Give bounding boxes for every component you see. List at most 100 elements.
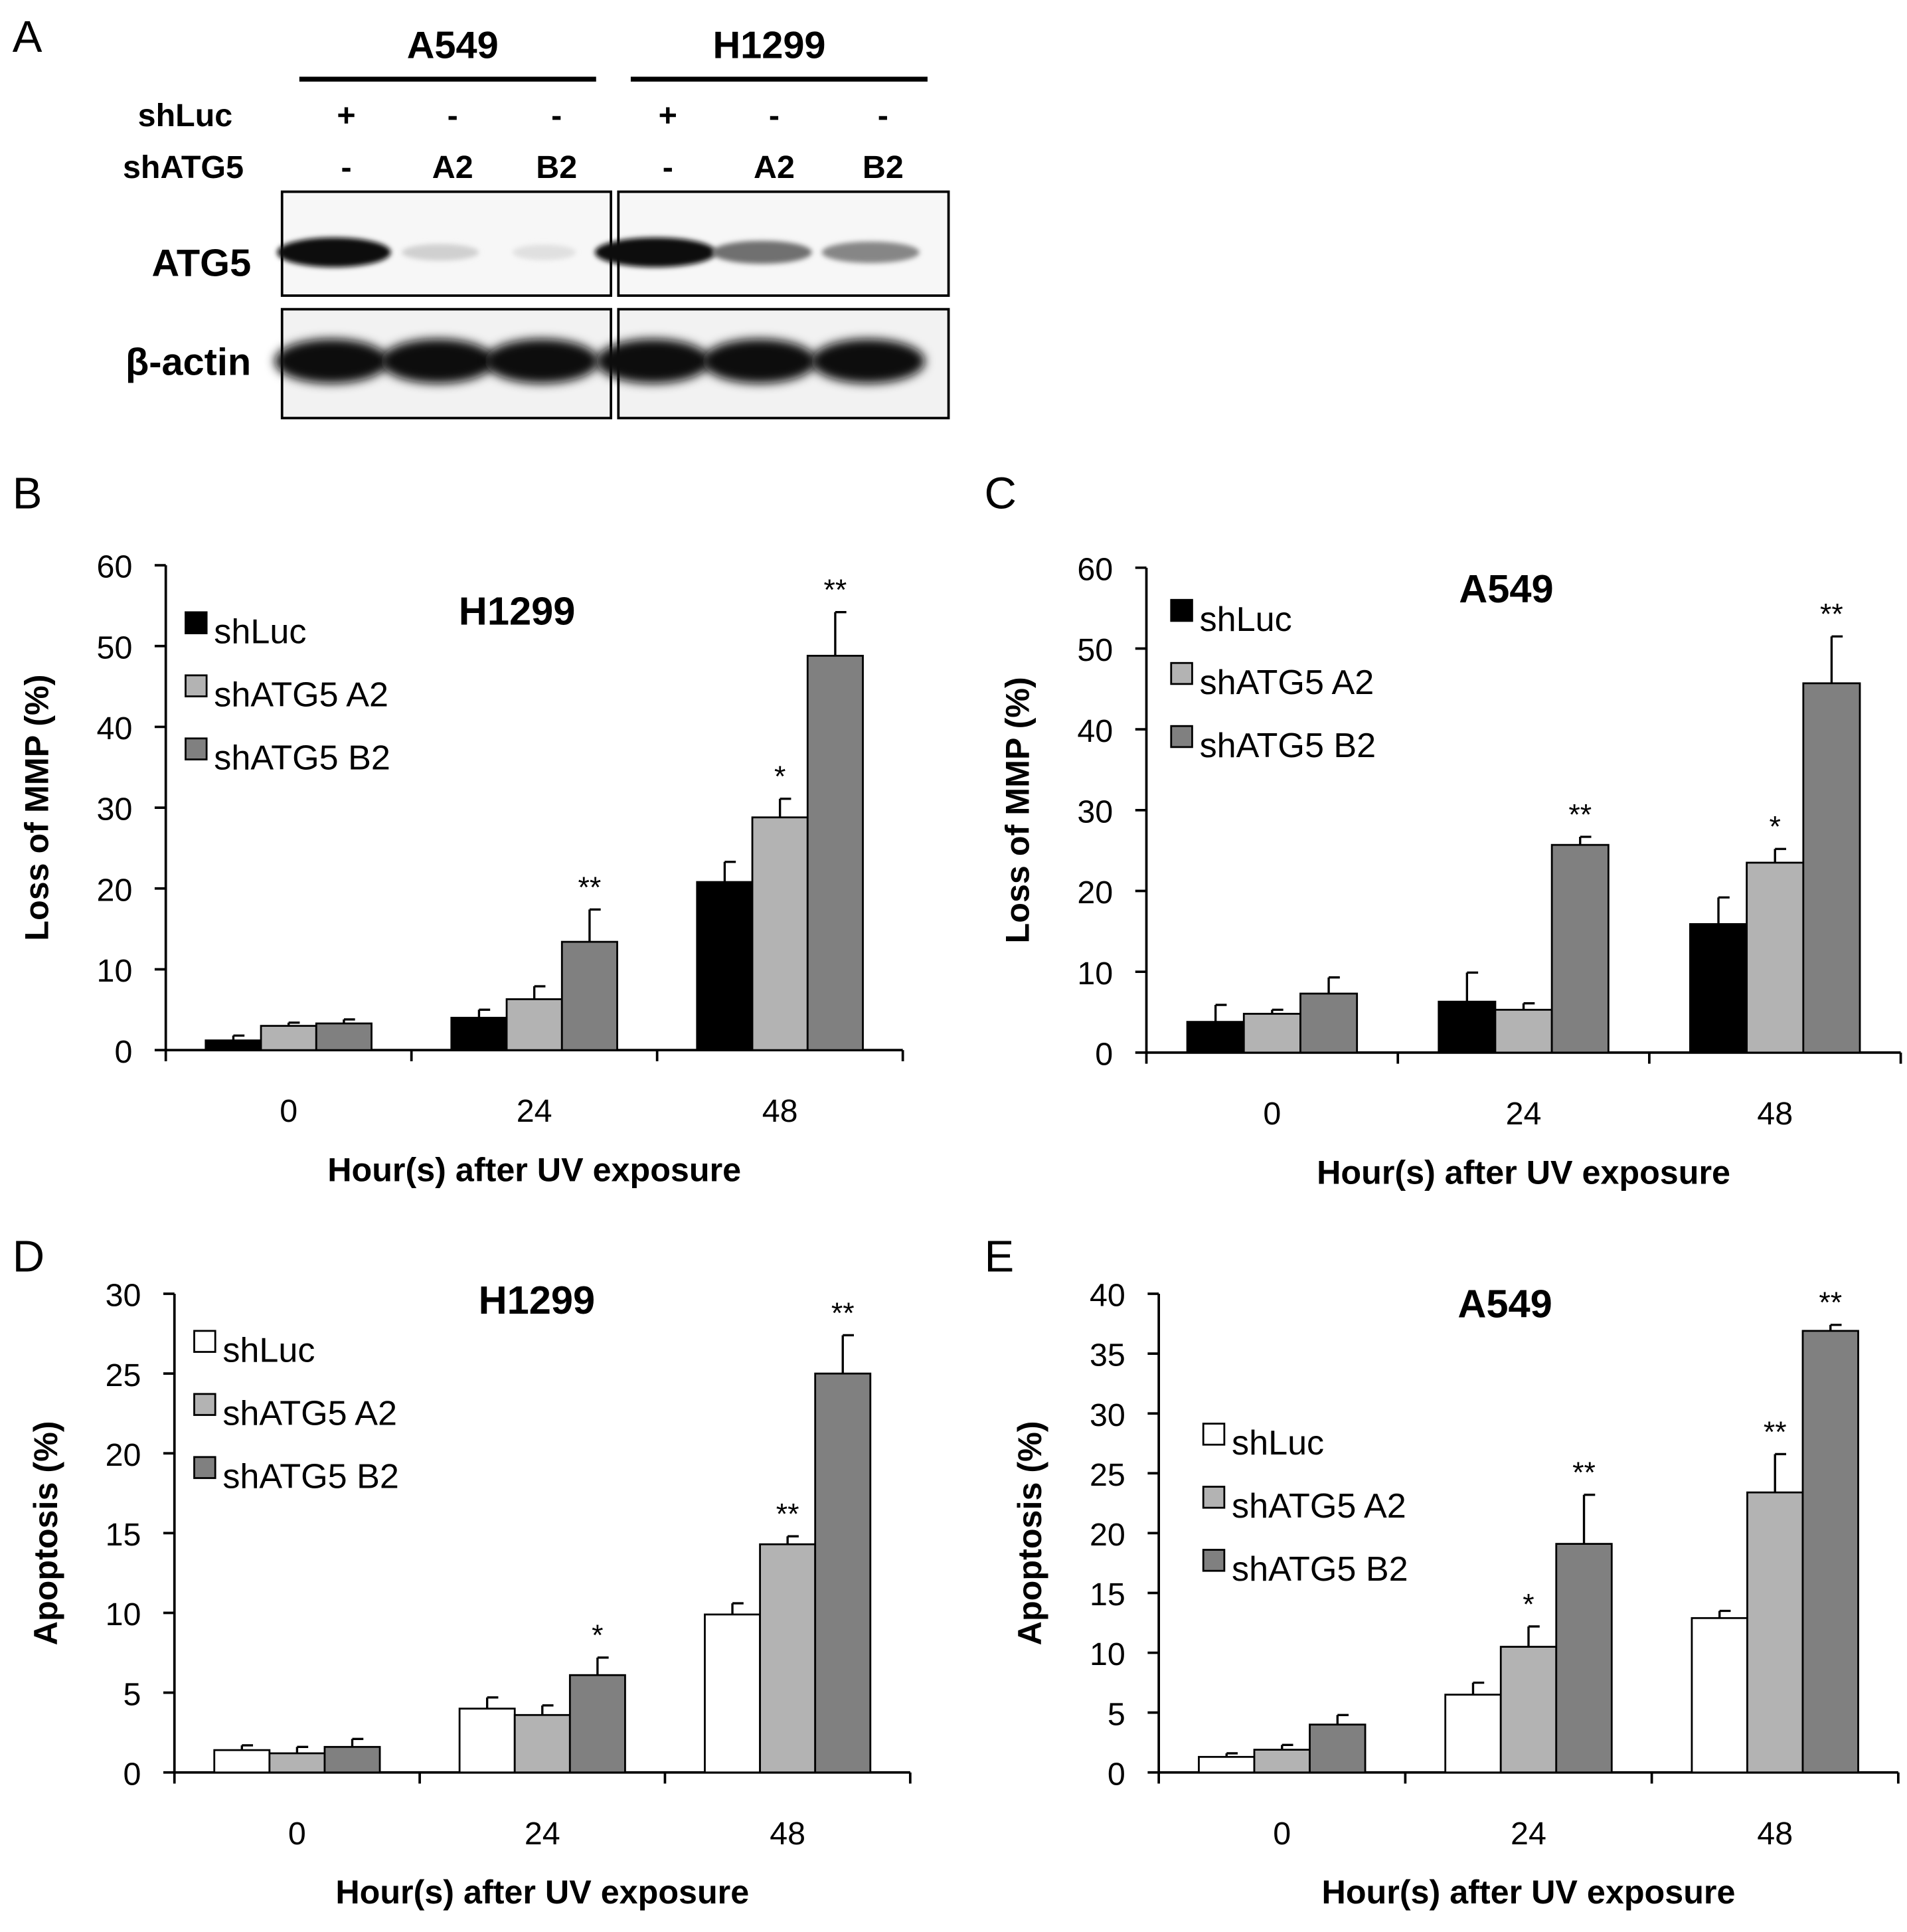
y-axis-label: Apoptosis (%): [27, 1421, 64, 1645]
y-tick-label: 10: [106, 1597, 141, 1632]
significance-mark: **: [1572, 1456, 1596, 1489]
bar-shatg5-a2-48: [1746, 861, 1805, 1054]
panel-letter: E: [985, 1232, 1015, 1282]
bar-shatg5-b2-24: [1555, 1543, 1613, 1774]
y-tick-label: 10: [97, 953, 133, 989]
lane-6-shluc-mark: -: [878, 98, 888, 133]
legend-label: shLuc: [222, 1331, 315, 1369]
y-tick-label: 30: [1077, 794, 1113, 830]
x-axis-label: Hour(s) after UV exposure: [1322, 1873, 1736, 1911]
chart-title: H1299: [459, 588, 576, 633]
actin-band-lane-6: [811, 339, 926, 384]
row-label-shluc: shLuc: [138, 98, 233, 133]
actin-band-lane-1: [274, 339, 388, 384]
legend-swatch: [185, 674, 208, 697]
legend-swatch: [193, 1456, 216, 1479]
chart-b: B H1299 0 10 20 30 40 50 60 Loss of MMP (%) 0 24 48 H…: [13, 468, 904, 1189]
y-tick-label: 30: [106, 1278, 141, 1314]
atg5-band-lane-1: [277, 237, 391, 268]
lane-6-shatg5-mark: B2: [863, 149, 904, 185]
y-tick-label: 0: [1095, 1036, 1113, 1072]
y-tick-label: 50: [1077, 632, 1113, 668]
y-tick-label: 60: [1077, 551, 1113, 587]
y-tick-label: 30: [97, 792, 133, 828]
bar-shluc-48: [704, 1613, 761, 1774]
lane-3-shatg5-mark: B2: [536, 149, 577, 185]
bar-shatg5-a2-24: [1499, 1646, 1558, 1774]
bar-shatg5-b2-48: [806, 654, 864, 1051]
bar-shluc-24: [1438, 1000, 1497, 1054]
x-axis-label: Hour(s) after UV exposure: [1317, 1153, 1730, 1191]
chart-title: H1299: [479, 1278, 596, 1322]
x-tick-label: 48: [770, 1816, 805, 1852]
y-tick-label: 50: [97, 630, 133, 665]
atg5-band-lane-2: [402, 244, 479, 261]
atg5-band-lane-4: [594, 237, 716, 268]
bar-shatg5-b2-0: [315, 1022, 373, 1051]
bar-shatg5-a2-0: [260, 1025, 317, 1051]
bar-shatg5-a2-24: [513, 1713, 571, 1774]
significance-mark: **: [824, 574, 847, 606]
y-tick-label: 20: [106, 1437, 141, 1473]
y-tick-label: 25: [1090, 1457, 1125, 1493]
bar-shatg5-b2-0: [1309, 1723, 1367, 1774]
bar-shatg5-b2-48: [814, 1372, 872, 1774]
chart-c: C A549 0 10 20 30 40 50 60 Loss of MMP (%) 0 24 48 Ho…: [985, 468, 1902, 1191]
legend-swatch: [1202, 1549, 1226, 1572]
blot-label-atg5: ATG5: [152, 242, 252, 284]
bar-shatg5-b2-48: [1801, 1330, 1859, 1774]
actin-band-lane-4: [596, 339, 710, 384]
lane-3-shluc-mark: -: [551, 98, 562, 133]
significance-mark: **: [578, 871, 602, 904]
legend-label: shATG5 A2: [1200, 663, 1374, 702]
atg5-band-lane-6: [821, 241, 920, 264]
y-tick-label: 0: [124, 1756, 141, 1792]
legend-label: shATG5 B2: [1232, 1550, 1408, 1589]
bar-shatg5-b2-24: [568, 1674, 626, 1774]
y-tick-label: 15: [1090, 1577, 1125, 1613]
panel-letter: D: [13, 1232, 44, 1282]
bar-shatg5-a2-24: [1494, 1008, 1553, 1054]
y-tick-label: 10: [1090, 1636, 1125, 1672]
lane-4-shatg5-mark: -: [663, 149, 673, 185]
x-tick-label: 48: [762, 1093, 798, 1129]
y-tick-label: 40: [1077, 713, 1113, 749]
x-tick-label: 24: [525, 1816, 560, 1852]
lane-1-shluc-mark: +: [337, 98, 355, 133]
y-tick-label: 35: [1090, 1338, 1125, 1373]
y-tick-label: 20: [1077, 875, 1113, 911]
bar-shluc-0: [213, 1749, 271, 1774]
actin-band-lane-2: [380, 339, 495, 384]
legend-label: shATG5 A2: [1232, 1487, 1406, 1526]
lane-4-shluc-mark: +: [659, 98, 677, 133]
bar-shatg5-a2-24: [505, 998, 563, 1051]
panel-a-letter: A: [13, 12, 42, 62]
chart-title: A549: [1457, 1281, 1552, 1326]
lane-2-shluc-mark: -: [448, 98, 458, 133]
lane-5-shluc-mark: -: [769, 98, 780, 133]
panel-a: A A549 H1299 shLuc shATG5 + - - A2 - B2 + - - A2 -…: [13, 12, 950, 420]
bar-shatg5-b2-0: [323, 1745, 381, 1774]
bar-shluc-24: [450, 1017, 508, 1051]
bar-shluc-48: [1689, 923, 1748, 1054]
bar-shluc-24: [1444, 1694, 1502, 1774]
lane-5-shatg5-mark: A2: [754, 149, 795, 185]
bar-shatg5-a2-0: [1253, 1749, 1311, 1774]
bar-shluc-24: [458, 1708, 516, 1774]
panel-letter: B: [13, 468, 42, 518]
lane-2-shatg5-mark: A2: [432, 149, 473, 185]
row-label-shatg5: shATG5: [123, 149, 244, 185]
y-tick-label: 30: [1090, 1397, 1125, 1433]
x-tick-label: 48: [1757, 1816, 1793, 1852]
legend-label: shATG5 A2: [214, 675, 388, 714]
y-tick-label: 15: [106, 1517, 141, 1553]
x-tick-label: 48: [1757, 1096, 1793, 1132]
x-tick-label: 0: [1263, 1096, 1281, 1132]
legend-label: shATG5 B2: [1200, 727, 1376, 765]
y-tick-label: 40: [97, 711, 133, 746]
atg5-band-lane-3: [513, 244, 576, 260]
y-tick-label: 5: [1108, 1696, 1125, 1732]
bar-shluc-0: [205, 1039, 262, 1051]
significance-mark: **: [776, 1498, 799, 1531]
